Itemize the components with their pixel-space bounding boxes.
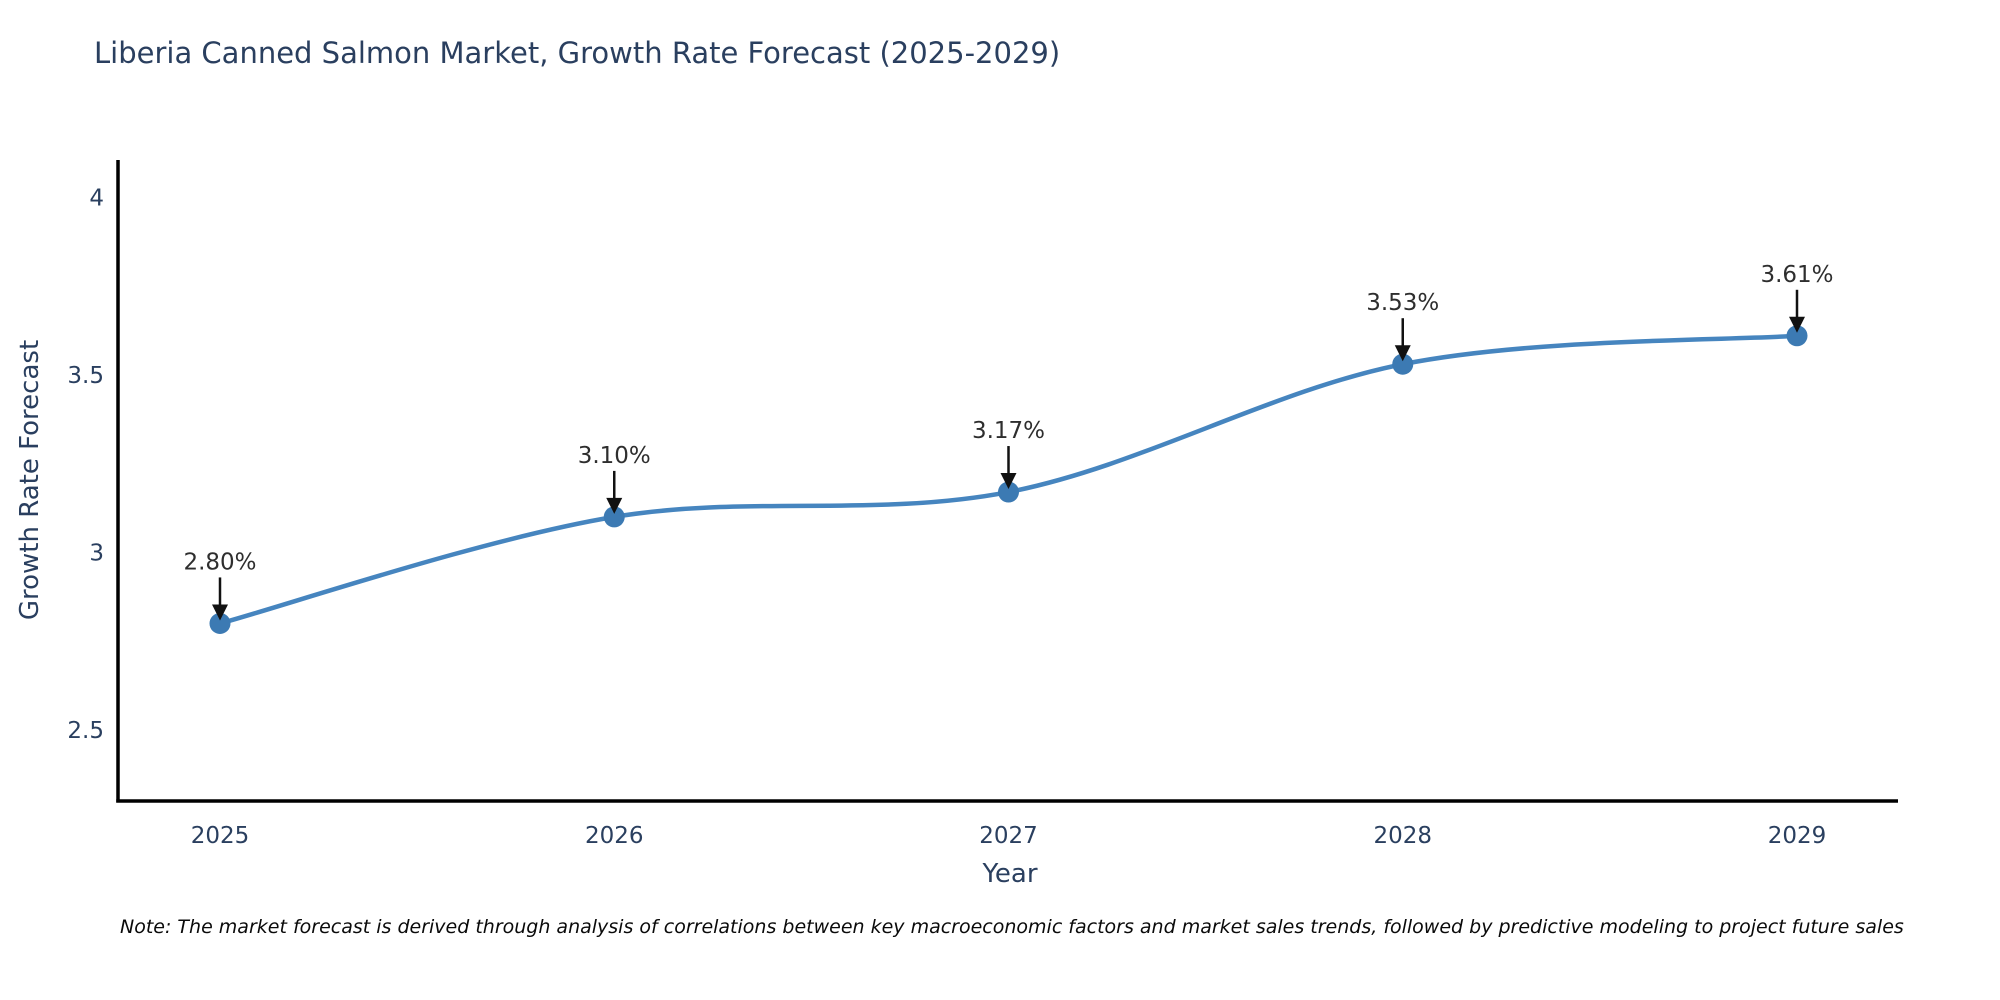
x-tick-label-2027: 2027 [979,823,1038,849]
annotation-arrowhead-2026 [606,497,623,514]
annotation-arrowhead-2027 [1000,473,1017,490]
data-point-2027 [998,481,1019,503]
y-tick-label-3.5: 3.5 [67,363,104,389]
data-label-2027: 3.17% [972,418,1045,444]
annotation-arrowhead-2028 [1394,345,1411,362]
y-tick-label-4: 4 [89,185,104,211]
annotation-arrowhead-2025 [212,604,228,621]
x-tick-label-2028: 2028 [1373,823,1432,849]
data-label-2029: 3.61% [1760,262,1833,288]
data-point-2025 [209,612,231,634]
data-point-2028 [1392,353,1414,375]
x-tick-label-2029: 2029 [1768,823,1827,849]
data-point-2026 [603,506,625,528]
y-tick-label-3: 3 [89,540,104,566]
annotation-arrowhead-2029 [1789,316,1805,333]
x-tick-label-2025: 2025 [191,823,250,849]
data-label-2025: 2.80% [183,549,256,575]
x-axis-title: Year [982,859,1038,889]
y-tick-label-2.5: 2.5 [67,718,104,744]
data-label-2026: 3.10% [578,443,651,469]
data-label-2028: 3.53% [1366,290,1439,316]
x-tick-label-2026: 2026 [585,823,644,849]
data-point-2029 [1786,325,1808,347]
chart-title: Liberia Canned Salmon Market, Growth Rat… [94,36,1061,70]
footnote: Note: The market forecast is derived thr… [120,916,1904,938]
